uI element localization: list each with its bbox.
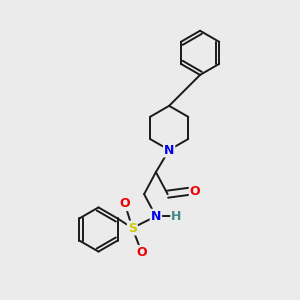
Text: N: N <box>164 143 174 157</box>
Text: O: O <box>190 185 200 198</box>
Text: O: O <box>137 246 147 259</box>
Text: H: H <box>171 210 182 223</box>
Text: O: O <box>120 197 130 210</box>
Text: S: S <box>128 221 137 235</box>
Text: N: N <box>151 210 161 223</box>
